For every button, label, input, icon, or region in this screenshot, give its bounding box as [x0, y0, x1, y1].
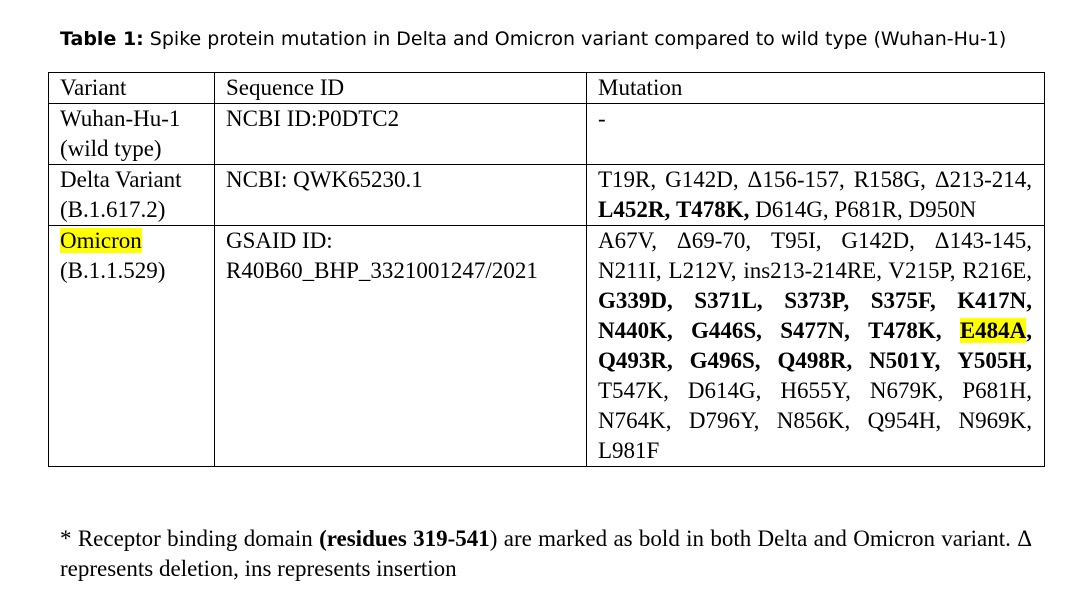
mutation-cell: - — [586, 103, 1045, 165]
mutation-token: Q498R, — [777, 348, 853, 373]
table-row-delta: Delta Variant (B.1.617.2) NCBI: QWK65230… — [48, 164, 1045, 226]
variant-cell: Omicron (B.1.1.529) — [48, 225, 215, 467]
mutation-token: R216E, — [962, 258, 1033, 283]
mutation-token: Δ156-157, — [747, 167, 845, 192]
mutation-token: N969K, — [958, 408, 1033, 433]
mutation-token: T19R, — [598, 167, 657, 192]
mutation-token: D950N — [908, 197, 977, 222]
mutation-token: T95I, — [771, 228, 822, 253]
mutation-cell: A67V, Δ69-70, T95I, G142D, Δ143-145, N21… — [586, 225, 1045, 467]
table-row-wuhan: Wuhan-Hu-1 (wild type) NCBI ID:P0DTC2 - — [48, 103, 1045, 165]
mutation-token: T547K, — [598, 378, 669, 403]
table-caption: Table 1: Spike protein mutation in Delta… — [60, 26, 1060, 52]
mutation-cell: T19R, G142D, Δ156-157, R158G, Δ213-214, … — [586, 164, 1045, 226]
mutation-table: Variant Sequence ID Mutation Wuhan-Hu-1 … — [48, 72, 1045, 467]
variant-cell: Delta Variant (B.1.617.2) — [48, 164, 215, 226]
mutation-token: N764K, — [598, 408, 672, 433]
mutation-token: N211I, — [598, 258, 662, 283]
mutation-token: S371L, — [694, 288, 763, 313]
mutation-token: V215P, — [888, 258, 956, 283]
mutation-token: G496S, — [689, 348, 761, 373]
variant-subtitle: (B.1.1.529) — [60, 258, 166, 283]
sequence-id-cell: GSAID ID: R40B60_BHP_3321001247/2021 — [214, 225, 587, 467]
mutation-token: N440K, — [598, 318, 673, 343]
footnote-text: ) are marked as bold in both Delta and O… — [60, 526, 1033, 581]
mutation-token: Δ213-214, — [934, 167, 1033, 192]
header-variant: Variant — [48, 72, 215, 104]
mutation-token: G339D, — [598, 288, 673, 313]
header-mutation: Mutation — [586, 72, 1045, 104]
mutation-token: Q493R, — [598, 348, 673, 373]
mutation-token: G142D, — [665, 167, 739, 192]
sequence-id-cell: NCBI ID:P0DTC2 — [214, 103, 587, 165]
mutation-token: S477N, — [780, 318, 850, 343]
variant-name: Wuhan-Hu-1 — [60, 106, 181, 131]
mutation-token: R158G, — [853, 167, 926, 192]
mutation-token: E484A, — [959, 318, 1033, 343]
mutation-token: S373P, — [784, 288, 850, 313]
footnote-bold: (residues 319-541 — [319, 526, 490, 551]
variant-name: Delta Variant — [60, 167, 182, 192]
sequence-id-line: R40B60_BHP_3321001247/2021 — [226, 258, 538, 283]
footnote: * Receptor binding domain (residues 319-… — [60, 524, 1032, 584]
mutation-token: Δ143-145, — [934, 228, 1032, 253]
mutation-token: D614G, — [687, 378, 762, 403]
mutation-highlight: E484A — [959, 318, 1027, 343]
variant-cell: Wuhan-Hu-1 (wild type) — [48, 103, 215, 165]
caption-text: Spike protein mutation in Delta and Omic… — [143, 28, 1007, 50]
variant-subtitle: (wild type) — [60, 136, 162, 161]
mutation-token: S375F, — [870, 288, 936, 313]
mutation-token: N501Y, — [869, 348, 941, 373]
sequence-id-line: GSAID ID: — [226, 228, 333, 253]
footnote-text: * Receptor binding domain — [60, 526, 320, 551]
mutation-token: L212V, — [668, 258, 737, 283]
mutation-token: L452R, — [598, 197, 671, 222]
sequence-id-cell: NCBI: QWK65230.1 — [214, 164, 587, 226]
mutation-token: P681H, — [962, 378, 1032, 403]
mutation-token: N856K, — [776, 408, 851, 433]
mutation-token: ins213-214RE, — [743, 258, 882, 283]
mutation-token: L981F — [598, 438, 660, 463]
variant-subtitle: (B.1.617.2) — [60, 197, 166, 222]
mutation-token: D614G, — [755, 197, 829, 222]
mutation-token: T478K, — [868, 318, 942, 343]
table-row-omicron: Omicron (B.1.1.529) GSAID ID: R40B60_BHP… — [48, 225, 1045, 467]
variant-name: Omicron — [60, 226, 206, 256]
mutation-token: Δ69-70, — [676, 228, 752, 253]
mutation-token: H655Y, — [780, 378, 851, 403]
variant-highlight: Omicron — [60, 228, 142, 253]
mutation-token: N679K, — [869, 378, 944, 403]
mutation-token: T478K, — [675, 197, 750, 222]
header-sequence-id: Sequence ID — [214, 72, 587, 104]
mutation-token: A67V, — [598, 228, 658, 253]
caption-label: Table 1: — [60, 28, 144, 50]
mutation-token: P681R, — [834, 197, 903, 222]
mutation-token: Q954H, — [867, 408, 942, 433]
mutation-token: K417N, — [957, 288, 1033, 313]
mutation-token: Y505H, — [957, 348, 1033, 373]
mutation-token: D796Y, — [688, 408, 760, 433]
mutation-token: G142D, — [841, 228, 915, 253]
table-header-row: Variant Sequence ID Mutation — [48, 72, 1045, 104]
mutation-token: G446S, — [691, 318, 762, 343]
